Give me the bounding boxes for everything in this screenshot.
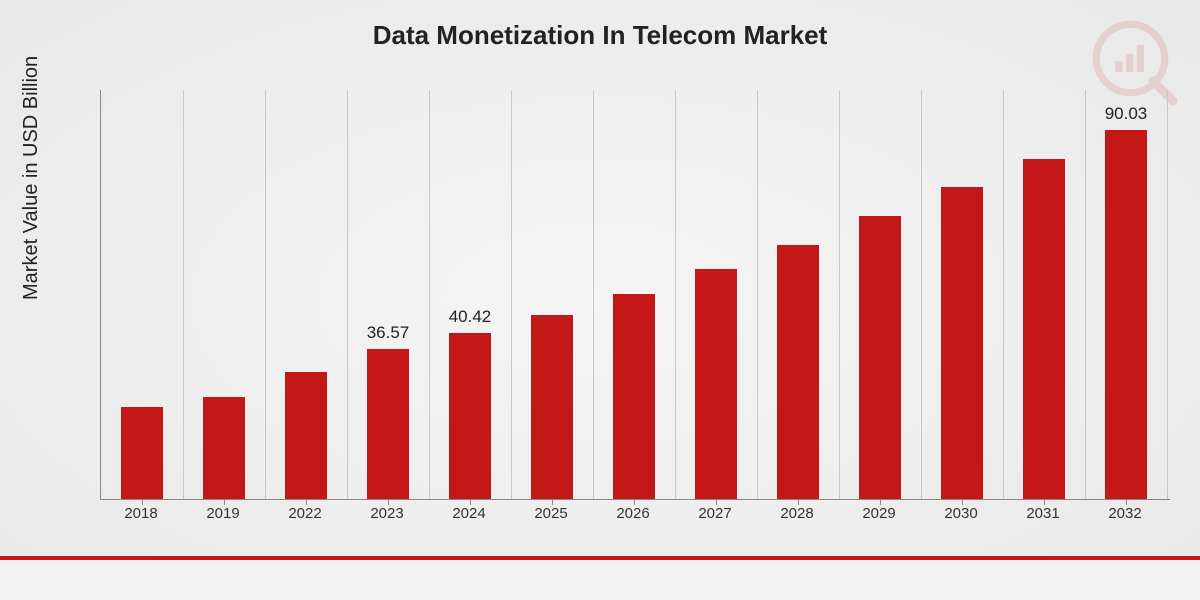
bar <box>203 397 245 500</box>
gridline <box>347 90 348 499</box>
bar-value-label: 36.57 <box>358 323 418 343</box>
bar <box>695 269 737 499</box>
x-axis-label: 2018 <box>111 505 171 522</box>
bar <box>449 333 491 499</box>
gridline <box>839 90 840 499</box>
chart-area: 36.57 40.42 90.03 2018 2019 2022 2023 2024 2025… <box>100 90 1170 530</box>
gridline <box>593 90 594 499</box>
x-axis-label: 2029 <box>849 505 909 522</box>
x-axis-label: 2028 <box>767 505 827 522</box>
chart-title: Data Monetization In Telecom Market <box>0 0 1200 51</box>
x-axis-label: 2025 <box>521 505 581 522</box>
gridline <box>183 90 184 499</box>
x-axis-label: 2030 <box>931 505 991 522</box>
bar <box>613 294 655 499</box>
bar <box>777 245 819 499</box>
gridline <box>921 90 922 499</box>
gridline <box>1085 90 1086 499</box>
x-axis-label: 2026 <box>603 505 663 522</box>
bottom-band <box>0 560 1200 600</box>
x-axis-label: 2031 <box>1013 505 1073 522</box>
gridline <box>1167 90 1168 499</box>
x-axis-label: 2023 <box>357 505 417 522</box>
x-axis-label: 2022 <box>275 505 335 522</box>
gridline <box>757 90 758 499</box>
gridline <box>429 90 430 499</box>
bar <box>531 315 573 500</box>
bar <box>367 349 409 499</box>
gridline <box>675 90 676 499</box>
gridline <box>265 90 266 499</box>
bar <box>285 372 327 499</box>
bar-value-label: 90.03 <box>1096 104 1156 124</box>
x-axis-label: 2024 <box>439 505 499 522</box>
gridline <box>511 90 512 499</box>
y-axis-label: Market Value in USD Billion <box>20 56 43 300</box>
bar <box>1105 130 1147 499</box>
bar <box>1023 159 1065 499</box>
plot-region: 36.57 40.42 90.03 <box>100 90 1170 500</box>
gridline <box>1003 90 1004 499</box>
x-axis-label: 2032 <box>1095 505 1155 522</box>
bar <box>859 216 901 499</box>
bar <box>941 187 983 499</box>
x-axis-label: 2019 <box>193 505 253 522</box>
bar <box>121 407 163 499</box>
x-axis-label: 2027 <box>685 505 745 522</box>
bar-value-label: 40.42 <box>440 307 500 327</box>
